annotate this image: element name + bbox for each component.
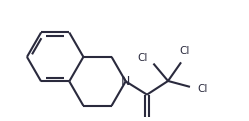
Text: Cl: Cl: [137, 53, 148, 63]
Text: Cl: Cl: [198, 84, 208, 94]
Text: Cl: Cl: [180, 46, 190, 56]
Text: N: N: [121, 75, 130, 88]
Text: O: O: [142, 120, 152, 121]
